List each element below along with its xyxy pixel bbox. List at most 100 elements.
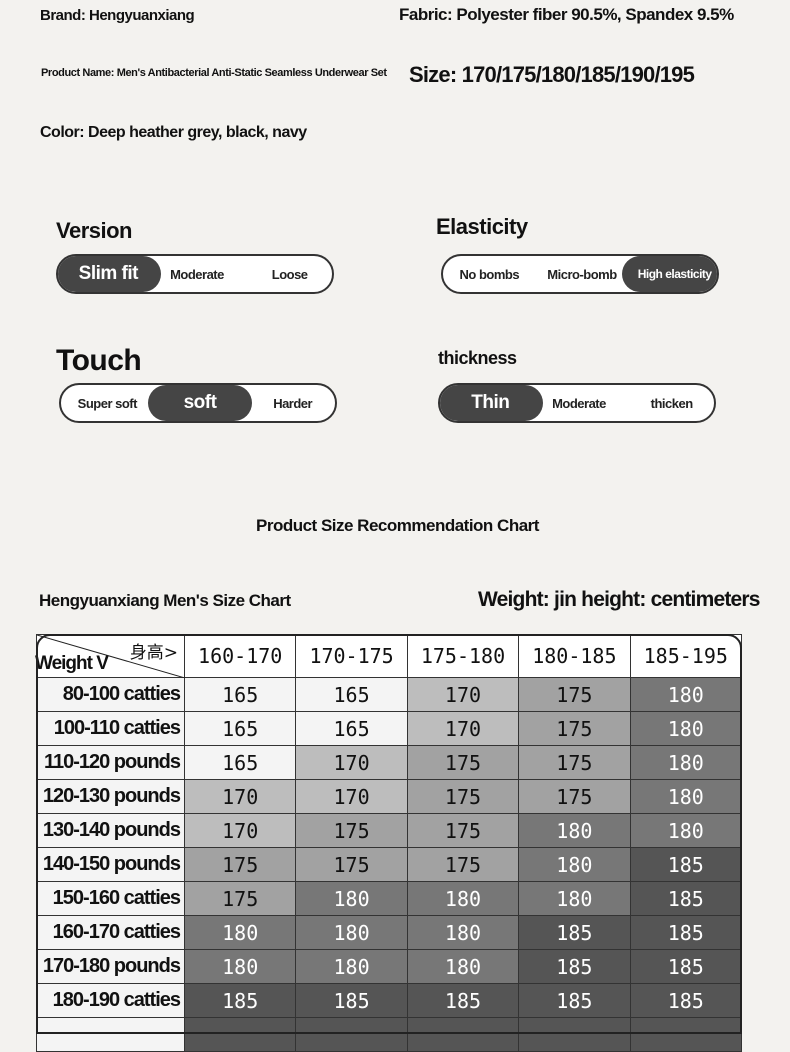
fabric: Fabric: Polyester fiber 90.5%, Spandex 9… [399, 5, 734, 24]
corner-cell: 身高> Weight V [35, 634, 185, 678]
size-cell: 170 [295, 745, 408, 780]
size-cell: 170 [406, 677, 520, 712]
table-row: 100-110 catties 165 165 170 175 180 [36, 711, 743, 746]
attribute-scale: Slim fit Moderate Loose [56, 254, 334, 294]
attribute-label: Touch [56, 344, 142, 377]
size-list: Size: 170/175/180/185/190/195 [409, 62, 695, 87]
size-cell: 165 [183, 745, 297, 780]
header-row: 身高> Weight V 160-170 170-175 175-180 180-185 1… [35, 634, 743, 678]
attribute-option: Slim fit [58, 256, 161, 292]
weight-axis-label: Weight V [35, 653, 109, 674]
table-row: 130-140 pounds 170 175 175 180 180 [36, 813, 743, 848]
weight-cell: 110-120 pounds [36, 745, 185, 780]
weight-cell: 80-100 catties [36, 677, 185, 712]
attribute-option: Moderate [170, 266, 224, 282]
weight-cell: 140-150 pounds [36, 847, 185, 882]
size-cell: 180 [518, 847, 631, 882]
attribute-option: Thin [440, 385, 543, 421]
size-cell: 180 [629, 813, 743, 848]
column-header: 180-185 [518, 634, 631, 678]
size-cell: 180 [629, 779, 743, 814]
size-cell: 185 [295, 983, 408, 1018]
column-header: 175-180 [406, 634, 520, 678]
size-cell: 180 [295, 949, 408, 984]
size-cell: 185 [629, 949, 743, 984]
size-cell: 175 [518, 745, 631, 780]
size-cell: 180 [183, 915, 297, 950]
weight-cell: 100-110 catties [36, 711, 185, 746]
size-cell: 180 [629, 711, 743, 746]
size-cell: 180 [295, 881, 408, 916]
table-row: 120-130 pounds 170 170 175 175 180 [36, 779, 743, 814]
product-name: Product Name: Men's Antibacterial Anti-S… [41, 67, 387, 79]
attribute-scale: No bombs Micro-bomb High elasticity [441, 254, 719, 294]
attribute-option: Harder [273, 395, 313, 411]
table-row: 180-190 catties 185 185 185 185 185 [36, 983, 743, 1018]
table-row: 160-170 catties 180 180 180 185 185 [36, 915, 743, 950]
size-cell: 185 [629, 915, 743, 950]
weight-cell: 160-170 catties [36, 915, 185, 950]
attribute-option: Loose [271, 266, 308, 282]
size-cell: 165 [295, 677, 408, 712]
size-cell: 175 [518, 779, 631, 814]
size-cell: 185 [518, 915, 631, 950]
attribute-scale: Super soft soft Harder [59, 383, 337, 423]
size-cell: 185 [518, 983, 631, 1018]
size-cell: 175 [518, 677, 631, 712]
weight-cell: 150-160 catties [36, 881, 185, 916]
attribute-option: High elasticity [622, 256, 717, 292]
table-title: Hengyuanxiang Men's Size Chart [39, 591, 291, 610]
size-cell: 185 [183, 983, 297, 1018]
size-cell: 175 [183, 881, 297, 916]
size-cell: 185 [629, 881, 743, 916]
column-header: 170-175 [295, 634, 408, 678]
size-cell: 180 [406, 881, 520, 916]
attribute-label: Version [56, 218, 132, 243]
size-cell: 175 [295, 847, 408, 882]
table-row: 140-150 pounds 175 175 175 180 185 [36, 847, 743, 882]
table-row: 80-100 catties 165 165 170 175 180 [36, 677, 743, 712]
size-cell: 175 [406, 779, 520, 814]
size-cell: 180 [518, 813, 631, 848]
table-row: 150-160 catties 175 180 180 180 185 [36, 881, 743, 916]
weight-cell: 120-130 pounds [36, 779, 185, 814]
column-header: 160-170 [183, 634, 297, 678]
size-cell: 170 [183, 813, 297, 848]
size-cell: 170 [295, 779, 408, 814]
attribute-option: Super soft [77, 395, 138, 411]
weight-cell: 130-140 pounds [36, 813, 185, 848]
size-cell: 170 [406, 711, 520, 746]
size-cell: 185 [406, 983, 520, 1018]
attribute-option: Micro-bomb [547, 266, 617, 282]
column-header: 185-195 [629, 634, 743, 678]
size-table: 身高> Weight V 160-170 170-175 175-180 180-185 1… [35, 634, 743, 1052]
size-cell: 185 [629, 983, 743, 1018]
size-cell: 185 [518, 949, 631, 984]
attribute-option: thicken [650, 395, 694, 411]
attribute-label: thickness [438, 348, 517, 368]
height-axis-label: 身高> [129, 643, 178, 663]
size-cell: 180 [295, 915, 408, 950]
size-cell: 180 [183, 949, 297, 984]
size-cell: 180 [406, 915, 520, 950]
size-cell: 170 [183, 779, 297, 814]
table-row: 110-120 pounds 165 170 175 175 180 [36, 745, 743, 780]
table-row: 170-180 pounds 180 180 180 185 185 [36, 949, 743, 984]
size-cell: 180 [629, 745, 743, 780]
color: Color: Deep heather grey, black, navy [40, 124, 307, 141]
size-cell: 175 [518, 711, 631, 746]
weight-cell: 170-180 pounds [36, 949, 185, 984]
size-cell: 165 [295, 711, 408, 746]
attribute-option: soft [147, 385, 253, 421]
size-cell: 165 [183, 711, 297, 746]
weight-cell: 180-190 catties [36, 983, 185, 1018]
size-cell: 180 [629, 677, 743, 712]
size-cell: 175 [295, 813, 408, 848]
size-cell: 175 [406, 847, 520, 882]
size-cell: 180 [518, 881, 631, 916]
size-cell: 185 [629, 847, 743, 882]
size-cell: 175 [406, 745, 520, 780]
attribute-scale: Thin Moderate thicken [438, 383, 716, 423]
size-cell: 165 [183, 677, 297, 712]
size-cell: 175 [183, 847, 297, 882]
